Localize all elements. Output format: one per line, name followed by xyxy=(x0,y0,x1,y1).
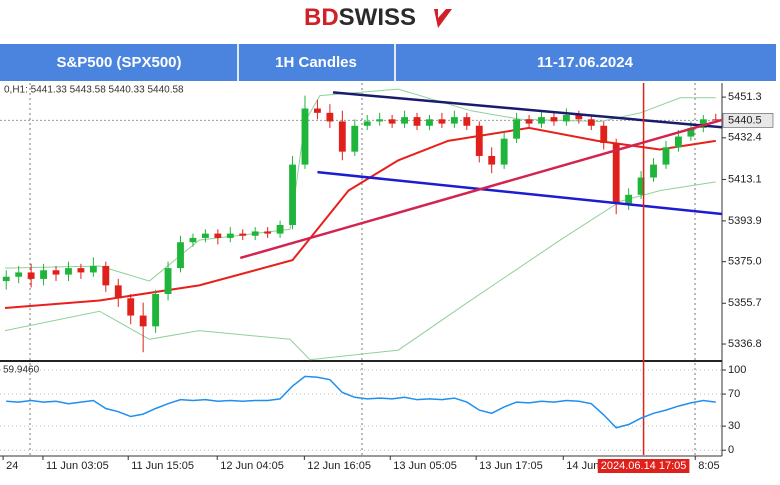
candle-body xyxy=(513,119,521,139)
candle-body xyxy=(89,265,97,273)
candle-body xyxy=(189,237,197,243)
candle-body xyxy=(662,147,670,165)
candle-body xyxy=(401,117,408,124)
candle-body xyxy=(550,117,558,122)
trend-line xyxy=(332,91,723,129)
y-tick-label: 5413.1 xyxy=(728,173,762,185)
candle-body xyxy=(326,112,334,122)
candle-body xyxy=(301,108,309,165)
candle-body xyxy=(15,272,23,277)
candle-body xyxy=(488,155,496,165)
candle-body xyxy=(587,119,595,126)
candle-body xyxy=(413,117,421,126)
x-tick-label: 8:05 xyxy=(698,460,719,472)
last-price-label: 5440.5 xyxy=(728,114,762,126)
candle-body xyxy=(338,121,346,152)
x-tick-label: 11 Jun 15:05 xyxy=(131,460,194,472)
candle-body xyxy=(214,233,222,238)
candle-body xyxy=(201,233,209,238)
y-tick-label: 5355.7 xyxy=(728,297,762,309)
candle-body xyxy=(625,194,633,204)
candle-body xyxy=(251,231,259,236)
candle-body xyxy=(687,127,695,137)
candle-body xyxy=(164,268,172,294)
x-tick-label: 13 Jun 05:05 xyxy=(393,460,457,472)
rsi-title: 59.9460 xyxy=(3,365,40,376)
y-tick-label: 5336.8 xyxy=(728,338,762,350)
candle-body xyxy=(114,285,122,299)
candle-body xyxy=(388,119,396,124)
candle-body xyxy=(699,119,707,128)
candle-body xyxy=(463,117,471,126)
candle-body xyxy=(525,119,533,124)
header-cell: 11-17.06.2024 xyxy=(537,54,634,71)
header-cell: 1H Candles xyxy=(275,54,357,71)
candle-body xyxy=(77,268,85,273)
candle-body xyxy=(289,164,296,225)
x-tick-label: 13 Jun 17:05 xyxy=(479,460,543,472)
header-bar xyxy=(0,44,776,81)
candle-body xyxy=(40,270,47,279)
x-tick-label: 11 Jun 03:05 xyxy=(46,460,109,472)
candle-body xyxy=(500,138,508,165)
logo-left: BD xyxy=(304,4,339,31)
candle-body xyxy=(376,119,384,122)
candle-body xyxy=(575,114,583,120)
plot-layer: 5451.3 5432.4 5413.1 5393.9 5375.0 5355.7 5336… xyxy=(0,83,774,473)
last-price-box xyxy=(722,113,774,128)
logo: BDSWISS xyxy=(304,4,416,31)
logo-flag-cut xyxy=(438,9,446,18)
y-tick-label: 5375.0 xyxy=(728,256,762,268)
logo-right: SWISS xyxy=(339,4,416,31)
candle-body xyxy=(127,298,135,316)
candle-body xyxy=(600,125,608,144)
candle-body xyxy=(538,117,545,124)
indicator-line xyxy=(4,88,716,282)
y-tick-label: 5393.9 xyxy=(728,215,762,227)
candle-body xyxy=(612,143,620,204)
candle-body xyxy=(351,125,359,152)
x-tick-label: 12 Jun 16:05 xyxy=(307,460,371,472)
candle-body xyxy=(363,121,371,126)
candle-body xyxy=(139,315,147,327)
crosshair-label: 2024.06.14 17:05 xyxy=(601,460,687,472)
candle-body xyxy=(276,224,284,234)
candle-body xyxy=(675,136,682,148)
candle-body xyxy=(65,268,72,275)
rsi-line xyxy=(6,375,716,429)
header-cell: S&P500 (SPX500) xyxy=(56,54,181,71)
candle-body xyxy=(52,270,60,275)
candle-body xyxy=(102,265,110,286)
trend-line xyxy=(317,170,723,216)
y-tick-label: 5451.3 xyxy=(728,91,762,103)
x-tick-label: 14 Jun xyxy=(566,460,599,472)
info-text: 0,H1: 5441.33 5443.58 5440.33 5440.58 xyxy=(4,85,184,96)
y-tick-label: 70 xyxy=(728,388,740,400)
candle-body xyxy=(438,119,446,124)
candle-body xyxy=(426,119,433,126)
candle-body xyxy=(475,125,483,156)
candle-body xyxy=(152,294,160,327)
candle-body xyxy=(637,177,645,195)
candle-body xyxy=(712,119,720,121)
trend-line xyxy=(239,118,723,260)
y-tick-label: 0 xyxy=(728,444,734,456)
candle-body xyxy=(450,117,458,124)
y-tick-label: 5432.4 xyxy=(728,132,762,144)
candle-body xyxy=(264,231,272,234)
candle-body xyxy=(314,108,321,113)
x-tick-label: 24 xyxy=(6,460,18,472)
y-tick-label: 30 xyxy=(728,420,740,432)
candle-body xyxy=(2,276,10,282)
candle-body xyxy=(239,233,247,236)
candle-body xyxy=(226,233,234,238)
candle-body xyxy=(177,242,184,269)
candle-body xyxy=(562,114,570,122)
candle-body xyxy=(27,272,35,279)
x-tick-label: 12 Jun 04:05 xyxy=(220,460,284,472)
candle-body xyxy=(650,164,657,178)
y-tick-label: 100 xyxy=(728,364,746,376)
crosshair-label-box xyxy=(597,459,690,473)
